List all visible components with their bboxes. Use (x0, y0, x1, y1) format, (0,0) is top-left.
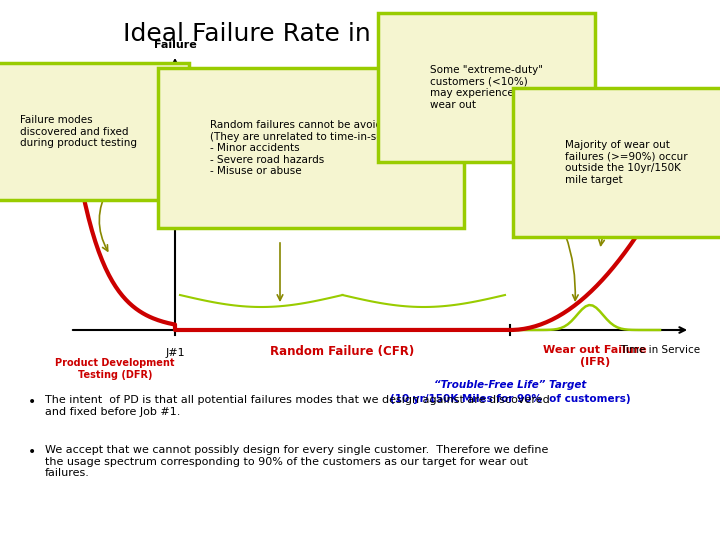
Text: •: • (28, 445, 36, 459)
Text: •: • (28, 395, 36, 409)
Text: Product Development
Testing (DFR): Product Development Testing (DFR) (55, 358, 175, 380)
Text: The intent  of PD is that all potential failures modes that we design against ar: The intent of PD is that all potential f… (45, 395, 550, 416)
Text: Failure modes
discovered and fixed
during product testing: Failure modes discovered and fixed durin… (20, 115, 137, 148)
Text: Some "extreme-duty"
customers (<10%)
may experience early
wear out: Some "extreme-duty" customers (<10%) may… (430, 65, 544, 110)
Text: Random failures cannot be avoided.
(They are unrelated to time-in-service)
- Min: Random failures cannot be avoided. (They… (210, 120, 413, 177)
Text: Wear out Failure
(IFR): Wear out Failure (IFR) (543, 345, 647, 367)
Text: Random Failure (CFR): Random Failure (CFR) (271, 345, 415, 358)
Text: (10 yr/150K Miles for 90%  of customers): (10 yr/150K Miles for 90% of customers) (390, 394, 630, 404)
Text: Ideal Failure Rate in Vehicle Life Cycle: Ideal Failure Rate in Vehicle Life Cycle (122, 22, 598, 46)
Text: We accept that we cannot possibly design for every single customer.  Therefore w: We accept that we cannot possibly design… (45, 445, 549, 478)
Text: Time in Service: Time in Service (620, 345, 700, 355)
Text: “Trouble-Free Life” Target: “Trouble-Free Life” Target (434, 380, 586, 390)
Text: Rate: Rate (161, 62, 189, 72)
Text: J#1: J#1 (165, 348, 185, 358)
Text: Majority of wear out
failures (>=90%) occur
outside the 10yr/150K
mile target: Majority of wear out failures (>=90%) oc… (565, 140, 688, 185)
Text: Failure: Failure (153, 40, 197, 50)
